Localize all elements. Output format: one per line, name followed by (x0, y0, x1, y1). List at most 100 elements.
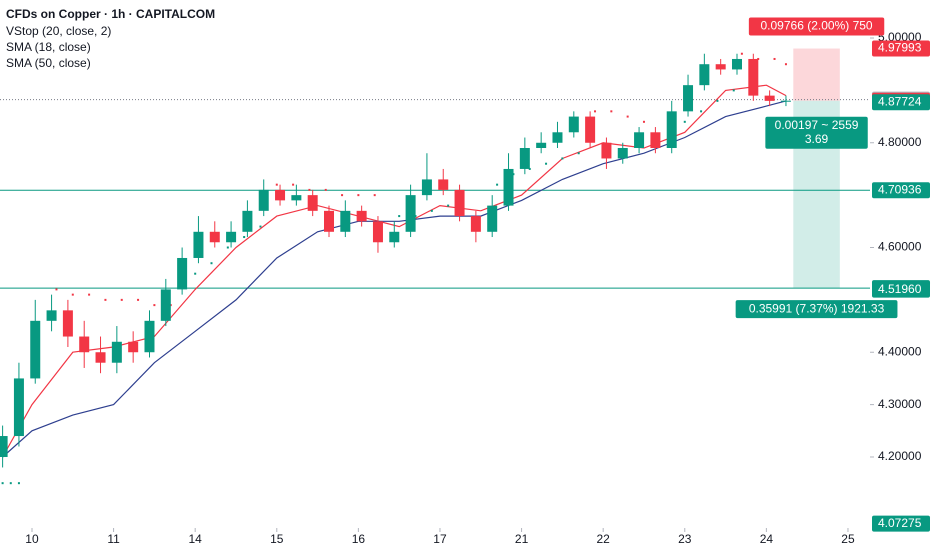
candle-body (552, 132, 563, 143)
target-label: 0.35991 (7.37%) 1921.33 (749, 301, 885, 315)
candle-body (568, 116, 579, 133)
y-tick-label: 4.30000 (878, 397, 922, 411)
vstop-dot (259, 225, 262, 228)
vstop-dot (243, 236, 246, 239)
candle-body (307, 195, 318, 211)
vstop-dot (71, 293, 74, 296)
vstop-dot (430, 209, 433, 212)
price-badge (872, 515, 930, 532)
price-badge-label: 4.07275 (878, 516, 922, 530)
x-tick-label: 14 (189, 532, 203, 546)
vstop-dot (732, 89, 735, 92)
candle-body (13, 378, 24, 437)
candle-body (0, 436, 8, 457)
vstop-dot (610, 110, 613, 113)
vstop-dot (194, 272, 197, 275)
candle-body (405, 195, 416, 232)
candle-body (748, 58, 759, 96)
vstop-dot (292, 183, 295, 186)
vstop-dot (120, 298, 123, 301)
candle-body (275, 189, 286, 201)
vstop-dot (683, 120, 686, 123)
candle-body (324, 210, 335, 232)
target-label-bg (735, 300, 898, 319)
candle-body (160, 289, 171, 321)
y-tick-label: 4.40000 (878, 344, 922, 358)
y-tick-label: 4.80000 (878, 135, 922, 149)
candle-body (699, 64, 710, 86)
x-tick-label: 24 (760, 532, 774, 546)
vstop-dot (275, 183, 278, 186)
vstop-dot (55, 288, 58, 291)
vstop-dot (341, 194, 344, 197)
candle-body (683, 85, 694, 112)
candle-body (372, 221, 383, 243)
x-tick-label: 17 (433, 532, 447, 546)
candle-body (128, 341, 139, 353)
candle-body (454, 189, 465, 217)
candle-body (780, 100, 791, 102)
chart-title: CFDs on Copper · 1h · CAPITALCOM (6, 7, 215, 21)
vstop-dot (496, 183, 499, 186)
vstop-dot (577, 152, 580, 155)
entry-label-bg (765, 116, 868, 149)
stop-label-bg (748, 17, 885, 36)
candle-body (46, 310, 57, 321)
candle-body (226, 231, 237, 243)
candle-body (617, 147, 628, 159)
y-tick-label: 4.60000 (878, 240, 922, 254)
candle-body (601, 142, 612, 159)
vstop-dot (561, 157, 564, 160)
candle-body (666, 111, 677, 148)
vstop-dot (740, 52, 743, 55)
vstop-dot (357, 194, 360, 197)
price-badge-label: 4.51960 (878, 282, 922, 296)
legend-entry: SMA (18, close) (6, 40, 91, 54)
price-badge (872, 40, 930, 57)
price-badge (872, 281, 930, 298)
candle-body (79, 336, 90, 353)
candle-body (715, 64, 726, 70)
candle-body (177, 257, 188, 290)
vstop-dot (226, 246, 229, 249)
candle-body (258, 189, 269, 211)
candle-body (389, 231, 400, 243)
candle-body (503, 168, 514, 206)
vstop-dot (324, 188, 327, 191)
stop-zone (793, 48, 840, 101)
stop-label: 0.09766 (2.00%) 750 (761, 19, 873, 33)
candle-body (438, 179, 449, 190)
candle-body (144, 320, 155, 353)
candle-body (62, 310, 73, 337)
x-tick-label: 23 (678, 532, 692, 546)
vstop-dot (373, 194, 376, 197)
vstop-dot (716, 99, 719, 102)
candle-body (30, 320, 41, 379)
vstop-dot (104, 298, 107, 301)
price-badge (872, 182, 930, 199)
vstop-dot (594, 110, 597, 113)
vstop-dot (447, 204, 450, 207)
candle-body (340, 210, 351, 232)
candle-body (95, 352, 106, 363)
vstop-dot (773, 57, 776, 60)
legend-entry: VStop (20, close, 2) (6, 24, 111, 38)
candle-body (536, 142, 547, 148)
x-tick-label: 21 (515, 532, 529, 546)
candle-body (650, 132, 661, 148)
vstop-dot (626, 115, 629, 118)
vstop-dot (137, 298, 140, 301)
candle-body (209, 231, 220, 243)
vstop-dot (700, 110, 703, 113)
vstop-dot (784, 63, 787, 66)
entry-label: 0.00197 ~ 2559 (775, 118, 859, 132)
x-tick-label: 22 (596, 532, 610, 546)
x-tick-label: 16 (352, 532, 366, 546)
vstop-dot (1, 482, 4, 485)
vstop-dot (17, 482, 20, 485)
candle-body (585, 116, 596, 143)
candle-body (519, 147, 530, 169)
vstop-dot (153, 304, 156, 307)
x-tick-label: 25 (841, 532, 855, 546)
